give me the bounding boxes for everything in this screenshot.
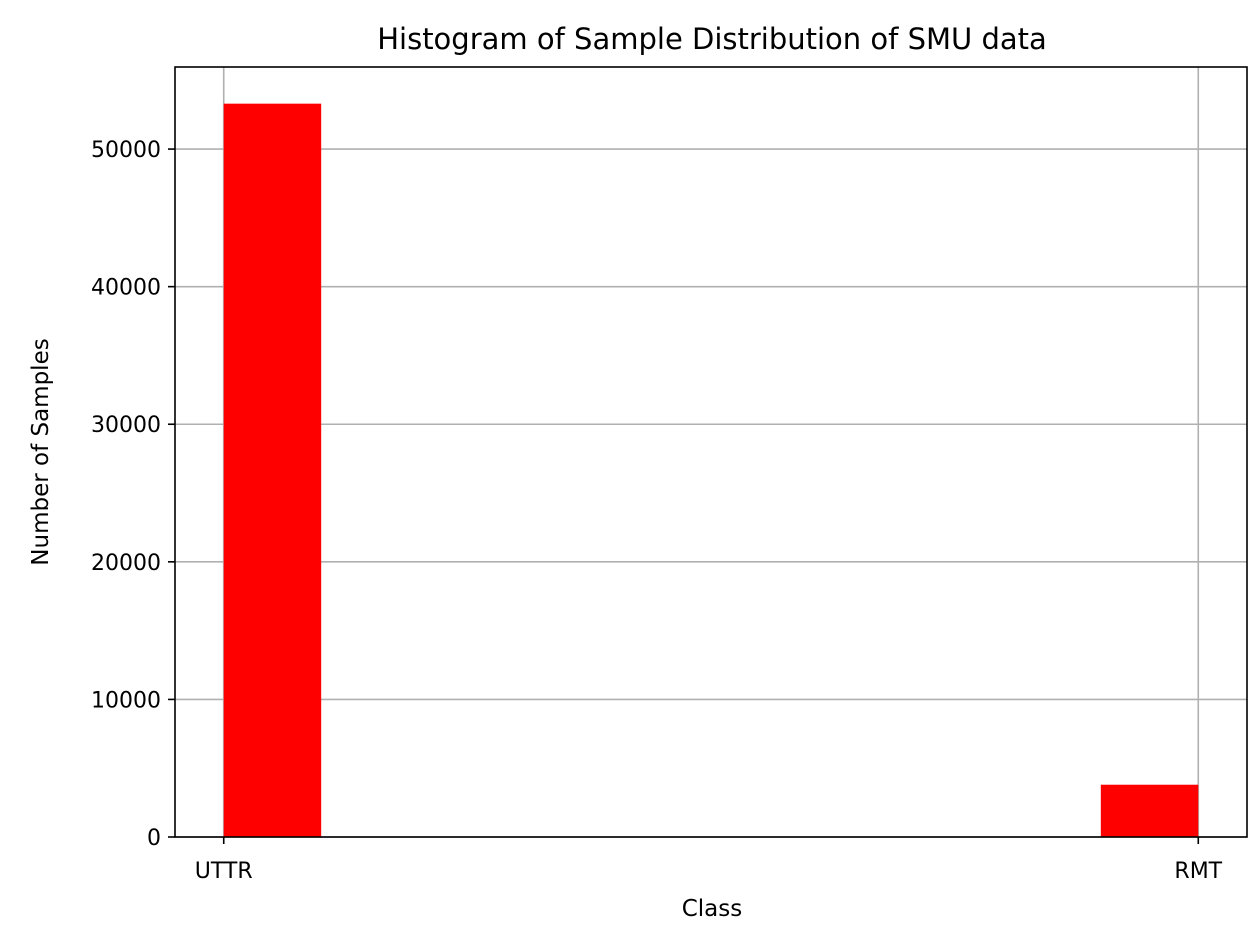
histogram-bar bbox=[223, 103, 322, 837]
y-tick-label: 20000 bbox=[91, 551, 161, 576]
y-tick-label: 50000 bbox=[91, 138, 161, 163]
histogram-bar bbox=[1100, 784, 1199, 837]
grid-layer bbox=[175, 67, 1247, 838]
y-tick-label: 30000 bbox=[91, 413, 161, 438]
x-tick-label: UTTR bbox=[195, 859, 253, 884]
plot-frame bbox=[174, 66, 1248, 838]
y-axis-label: Number of Samples bbox=[28, 338, 54, 565]
y-tick-label: 0 bbox=[147, 826, 161, 851]
bar-layer bbox=[223, 103, 1199, 837]
x-axis-label: Class bbox=[682, 896, 743, 922]
chart-title: Histogram of Sample Distribution of SMU … bbox=[377, 22, 1047, 56]
y-tick-label: 10000 bbox=[91, 688, 161, 713]
tick-layer: 0 10000 20000 30000 40000 50000 UTTR RMT bbox=[91, 138, 1223, 884]
x-tick-label: RMT bbox=[1174, 859, 1222, 884]
y-tick-label: 40000 bbox=[91, 276, 161, 301]
